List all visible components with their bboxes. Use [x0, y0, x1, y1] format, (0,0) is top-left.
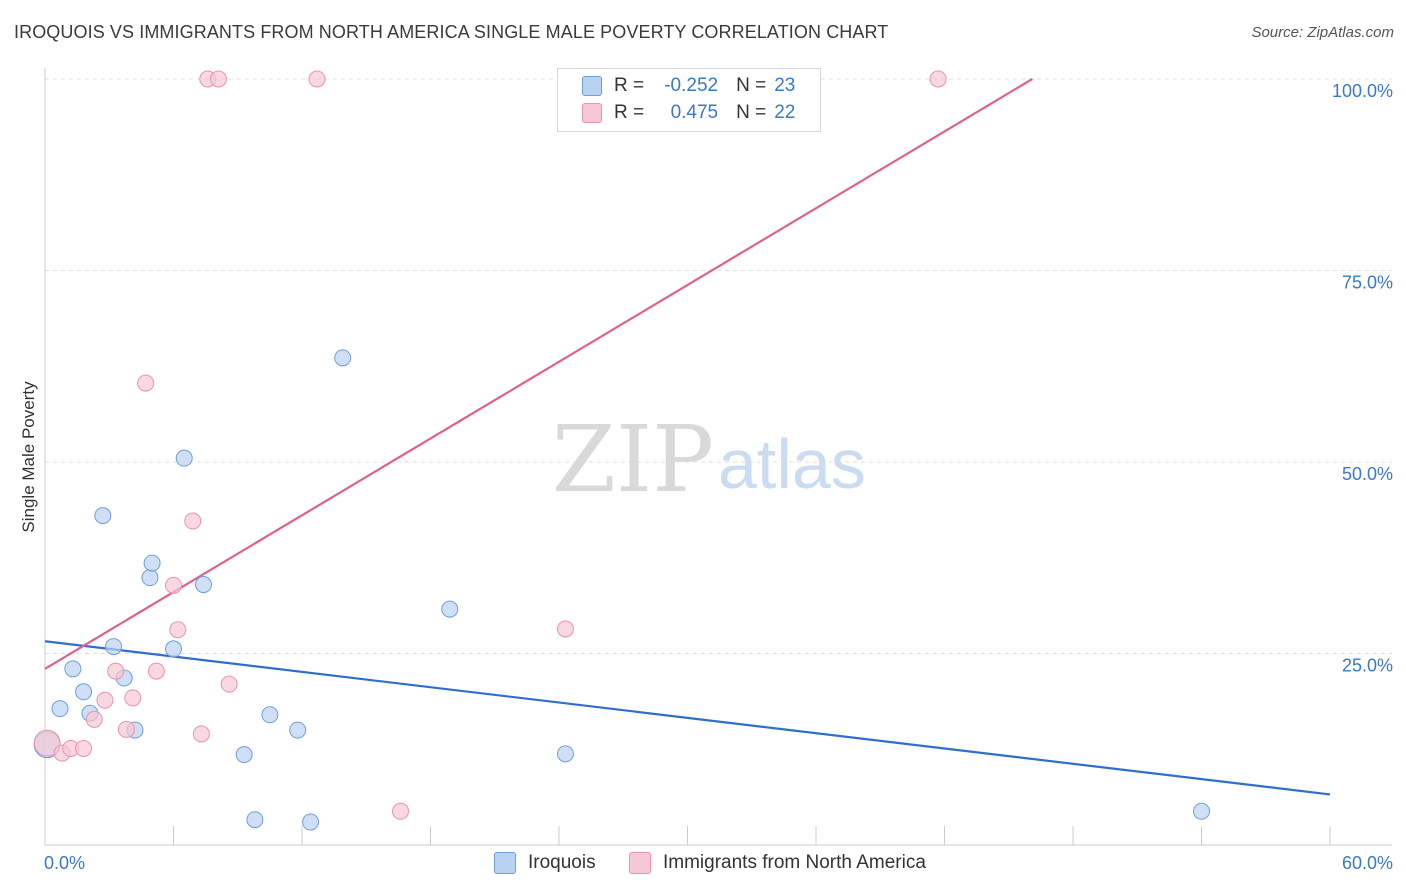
legend-row-iroquois: R = -0.252 N = 23 [582, 74, 795, 98]
point-immigrants [556, 620, 574, 638]
series-legend: Iroquois Immigrants from North America [0, 852, 1406, 878]
r-label: R = [614, 75, 645, 96]
legend-item-iroquois[interactable]: Iroquois [494, 852, 596, 874]
point-immigrants [117, 720, 135, 738]
point-iroquois [141, 569, 159, 587]
point-immigrants [124, 689, 142, 707]
legend-swatch-pink [629, 852, 651, 874]
n-value: 23 [774, 75, 796, 96]
legend-swatch-pink [582, 103, 602, 123]
point-immigrants [33, 729, 61, 757]
point-iroquois [194, 576, 212, 594]
point-immigrants [147, 662, 165, 680]
point-iroquois [143, 554, 161, 572]
legend-row-immigrants: R = 0.475 N = 22 [582, 101, 795, 125]
r-label: R = [614, 102, 645, 123]
point-immigrants [308, 70, 326, 88]
point-iroquois [334, 349, 352, 367]
legend-label-immigrants: Immigrants from North America [663, 852, 926, 873]
point-iroquois [105, 638, 123, 656]
point-iroquois [75, 683, 93, 701]
chart-title: IROQUOIS VS IMMIGRANTS FROM NORTH AMERIC… [14, 22, 889, 42]
correlation-legend: R = -0.252 N = 23 R = 0.475 N = 22 [557, 68, 821, 132]
watermark-atlas: atlas [718, 425, 866, 503]
r-value: -0.252 [664, 75, 719, 96]
legend-swatch-blue [582, 76, 602, 96]
legend-item-immigrants[interactable]: Immigrants from North America [629, 852, 926, 874]
point-iroquois [289, 721, 307, 739]
x-tick-label: 60.0% [1342, 853, 1393, 873]
trend-lines [44, 78, 1331, 796]
point-immigrants [96, 691, 114, 709]
point-iroquois [556, 745, 574, 763]
point-immigrants [107, 662, 125, 680]
data-points [33, 70, 1210, 831]
point-immigrants [137, 374, 155, 392]
tick-labels: 25.0% 50.0% 75.0% 100.0% 0.0% 60.0% [44, 81, 1393, 873]
y-tick-label: 50.0% [1342, 464, 1393, 484]
legend-label-iroquois: Iroquois [528, 852, 596, 873]
point-immigrants [75, 739, 93, 757]
n-value: 22 [774, 102, 796, 123]
r-value: 0.475 [670, 102, 719, 123]
n-label: N = [736, 102, 767, 123]
y-tick-label: 25.0% [1342, 656, 1393, 676]
watermark: ZIP atlas [552, 406, 866, 513]
source-label: Source: ZipAtlas.com [1251, 24, 1394, 41]
legend-swatch-blue [494, 852, 516, 874]
point-iroquois [94, 507, 112, 525]
point-immigrants [85, 710, 103, 728]
point-immigrants [165, 576, 182, 594]
trendline-immigrants [44, 78, 1033, 670]
point-immigrants [220, 675, 238, 693]
x-tick-label: 0.0% [44, 853, 85, 873]
y-tick-label: 100.0% [1332, 81, 1393, 101]
n-label: N = [736, 75, 767, 96]
y-tick-label: 75.0% [1342, 273, 1393, 293]
point-iroquois [441, 600, 459, 618]
point-iroquois [64, 660, 82, 678]
point-immigrants [184, 512, 202, 530]
grid-lines [45, 78, 1392, 654]
point-immigrants [392, 802, 410, 820]
point-immigrants [209, 70, 227, 88]
point-iroquois [51, 700, 69, 718]
point-iroquois [302, 813, 320, 831]
point-iroquois [246, 811, 264, 829]
point-immigrants [192, 725, 210, 743]
point-iroquois [235, 746, 253, 764]
point-iroquois [1193, 802, 1210, 820]
point-immigrants [929, 70, 947, 88]
point-immigrants [169, 621, 187, 639]
point-iroquois [261, 706, 279, 724]
watermark-zip: ZIP [552, 406, 714, 513]
axes [44, 68, 1392, 846]
trendline-iroquois [44, 640, 1331, 796]
y-axis-label: Single Male Poverty [19, 381, 38, 533]
point-iroquois [165, 640, 182, 658]
point-iroquois [175, 449, 193, 467]
